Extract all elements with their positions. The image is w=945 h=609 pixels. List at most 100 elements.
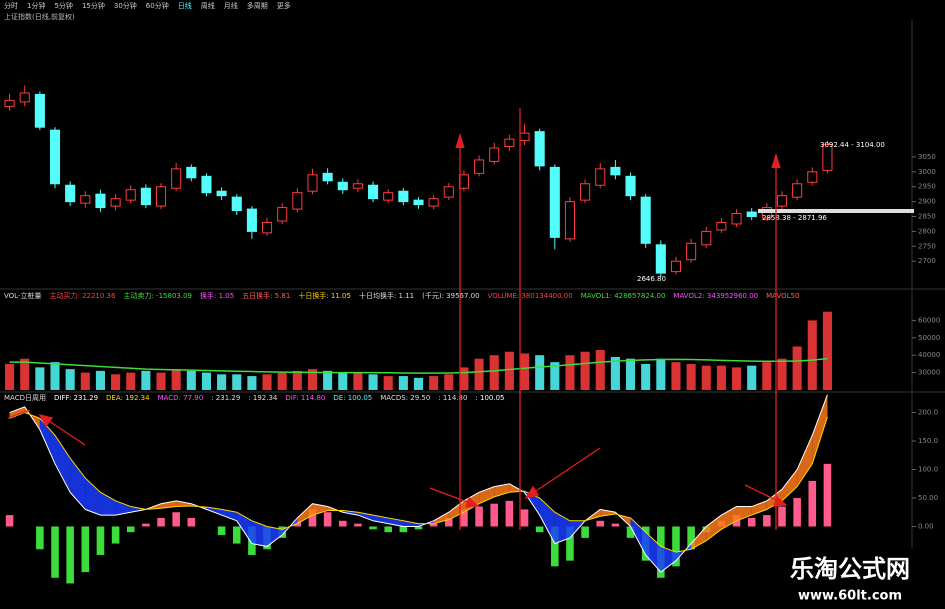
macd-bar: [490, 503, 499, 527]
candle-body: [504, 138, 515, 148]
volume-bar: [701, 365, 711, 390]
watermark-box: [755, 548, 945, 609]
candle-body: [216, 190, 227, 197]
candle-body: [95, 193, 106, 209]
volume-bar: [50, 362, 60, 390]
range-bar: [758, 209, 914, 213]
volume-bar: [65, 369, 75, 390]
indicator-label: MAVOL50: [766, 292, 799, 300]
indicator-label: VOL-立桩量: [4, 291, 41, 300]
macd-bar: [217, 526, 226, 536]
macd-bar: [778, 506, 786, 527]
toolbar-item: 1分钟: [27, 1, 45, 10]
toolbar-item: 分时: [4, 1, 18, 10]
macd-bar: [111, 526, 120, 544]
candle-body: [34, 93, 45, 128]
volume-bar: [141, 370, 151, 390]
indicator-label: DE: 100.05: [333, 394, 372, 402]
volume-bar: [762, 362, 772, 390]
macd-bar: [96, 526, 105, 555]
volume-bar: [368, 374, 378, 390]
macd-ribbon: [267, 526, 283, 547]
toolbar: 分时 1分钟 5分钟 15分钟 30分钟 60分钟 日线 周线 月线 多周期 更多: [4, 1, 291, 10]
candle-body: [413, 199, 424, 206]
y-tick-label: 3050: [918, 153, 936, 161]
y-tick-label: 2850: [918, 213, 936, 221]
candle-body: [549, 166, 560, 238]
volume-bar: [292, 370, 302, 390]
candle-body: [398, 190, 409, 203]
macd-ribbon: [645, 532, 661, 573]
indicator-label: DIF: 114.80: [285, 394, 325, 402]
volume-bar: [550, 362, 560, 390]
candle-body: [822, 143, 833, 171]
macd-ribbon: [539, 498, 555, 544]
candle-body: [443, 186, 454, 198]
y-tick-label: 2700: [918, 257, 936, 265]
indicator-label: DIFF: 231.29: [54, 394, 98, 402]
indicator-label: 换手: 1.05: [200, 291, 234, 300]
volume-bar: [323, 370, 333, 390]
volume-bar: [625, 358, 636, 390]
volume-bar: [262, 374, 272, 390]
macd-ribbon: [251, 520, 268, 547]
macd-ribbon: [297, 503, 313, 524]
candle-body: [246, 208, 257, 232]
indicator-label: 主动卖力: -15803.09: [123, 291, 192, 300]
y-tick-label: 3000: [918, 168, 936, 176]
y-tick-label: 2750: [918, 242, 936, 250]
macd-ribbon: [721, 506, 737, 530]
macd-bar: [566, 526, 574, 561]
macd-ribbon: [494, 483, 510, 497]
indicator-label: : 114.80: [438, 394, 467, 402]
macd-ribbon: [479, 486, 495, 504]
volume-bar: [777, 358, 787, 390]
y-tick-label: 50.00: [918, 494, 938, 502]
macd-bar: [551, 526, 559, 567]
macd-ribbon: [691, 526, 707, 550]
volume-bar: [20, 358, 30, 390]
toolbar-item: 60分钟: [146, 1, 169, 10]
volume-ma: [9, 357, 828, 374]
volume-bar: [565, 355, 575, 390]
macd-bar: [354, 523, 362, 527]
volume-bar: [686, 363, 696, 390]
macd-ribbon: [433, 512, 449, 524]
macd-ribbon: [660, 546, 676, 573]
volume-bar: [247, 376, 257, 390]
indicator-label: : 192.34: [248, 394, 278, 402]
candle-body: [519, 132, 530, 142]
candle-body: [4, 99, 15, 107]
indicator-label: 五日换手: 5.81: [242, 291, 290, 300]
price-annotation: 2858.38 - 2871.96: [762, 214, 827, 222]
macd-ribbon: [55, 435, 71, 493]
candle-body: [155, 186, 167, 207]
macd-bar: [414, 526, 423, 530]
candle-body: [686, 242, 697, 261]
macd-bar: [369, 526, 377, 530]
candle-body: [640, 196, 651, 244]
indicator-label: MAVOL1: 428657824.00: [581, 292, 666, 300]
volume-bar: [792, 346, 802, 390]
macd-bar: [323, 512, 332, 527]
macd-bar: [687, 526, 695, 550]
macd-bar: [142, 523, 150, 527]
volume-bar: [444, 374, 454, 390]
volume-bar: [307, 369, 318, 390]
macd-bar: [51, 526, 59, 578]
toolbar-item: 15分钟: [82, 1, 105, 10]
candle-body: [458, 174, 469, 189]
volume-bar: [656, 358, 666, 390]
macd-ribbon: [85, 478, 101, 516]
candle-body: [352, 183, 363, 189]
indicator-label: 十日均换手: 1.11: [359, 291, 414, 300]
macd-ribbon: [236, 512, 252, 544]
macd-bar: [172, 512, 180, 527]
candle-body: [731, 213, 742, 225]
candle-body: [140, 187, 151, 206]
candle-body: [186, 166, 197, 179]
macd-bar: [429, 523, 438, 527]
volume-bar: [610, 356, 620, 390]
volume-bar: [716, 365, 726, 390]
